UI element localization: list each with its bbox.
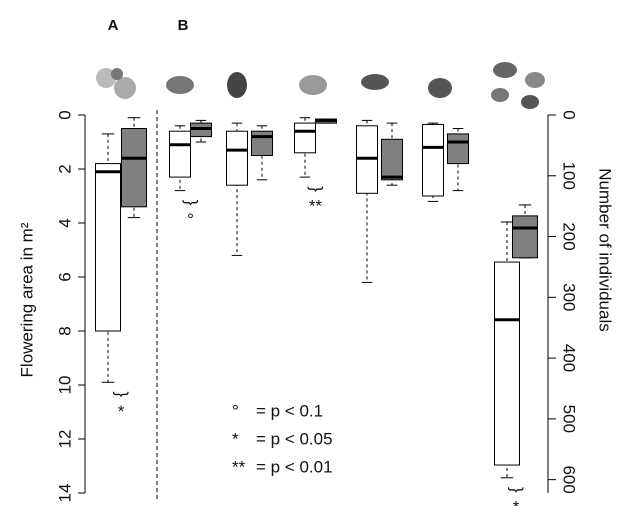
box xyxy=(294,122,316,154)
y-tick-label: 8 xyxy=(55,326,74,335)
y-axis-title: Flowering area in m² xyxy=(17,222,36,377)
group-label: B xyxy=(178,17,189,34)
y2-tick-label: 500 xyxy=(560,405,579,433)
significance: ° xyxy=(187,210,194,229)
significance: ** xyxy=(309,197,323,216)
legend-symbol: ° xyxy=(232,401,239,420)
legend-symbol: * xyxy=(232,429,239,448)
significance: * xyxy=(513,497,520,506)
y-tick-label: 10 xyxy=(55,376,74,395)
y-tick-label: 14 xyxy=(55,484,74,503)
bracket: } xyxy=(113,391,132,397)
legend-text: = p < 0.01 xyxy=(256,457,333,476)
y2-tick-label: 100 xyxy=(560,162,579,190)
box xyxy=(512,215,538,259)
box xyxy=(226,130,248,186)
box xyxy=(95,163,121,332)
box xyxy=(121,128,147,208)
bracket: } xyxy=(182,200,201,206)
y-tick-label: 0 xyxy=(55,110,74,119)
y2-tick-label: 400 xyxy=(560,344,579,372)
legend-symbol: ** xyxy=(232,457,246,476)
y2-axis-title: Number of individuals xyxy=(596,168,615,331)
box xyxy=(381,138,403,181)
significance: * xyxy=(118,402,125,421)
legend-text: = p < 0.1 xyxy=(256,401,323,420)
y-tick-label: 4 xyxy=(55,218,74,227)
y2-tick-label: 300 xyxy=(560,283,579,311)
y-tick-label: 6 xyxy=(55,272,74,281)
bracket: } xyxy=(307,186,326,192)
group-label: A xyxy=(108,17,119,34)
y2-tick-label: 200 xyxy=(560,222,579,250)
bracket: } xyxy=(508,487,527,493)
y-tick-label: 2 xyxy=(55,164,74,173)
y2-tick-label: 600 xyxy=(560,465,579,493)
y-tick-label: 12 xyxy=(55,430,74,449)
y2-tick-label: 0 xyxy=(560,110,579,119)
box xyxy=(447,133,469,165)
box xyxy=(422,123,444,197)
icons xyxy=(96,62,545,109)
legend-text: = p < 0.05 xyxy=(256,429,333,448)
box xyxy=(494,261,520,466)
box xyxy=(251,130,273,156)
box xyxy=(169,130,191,178)
